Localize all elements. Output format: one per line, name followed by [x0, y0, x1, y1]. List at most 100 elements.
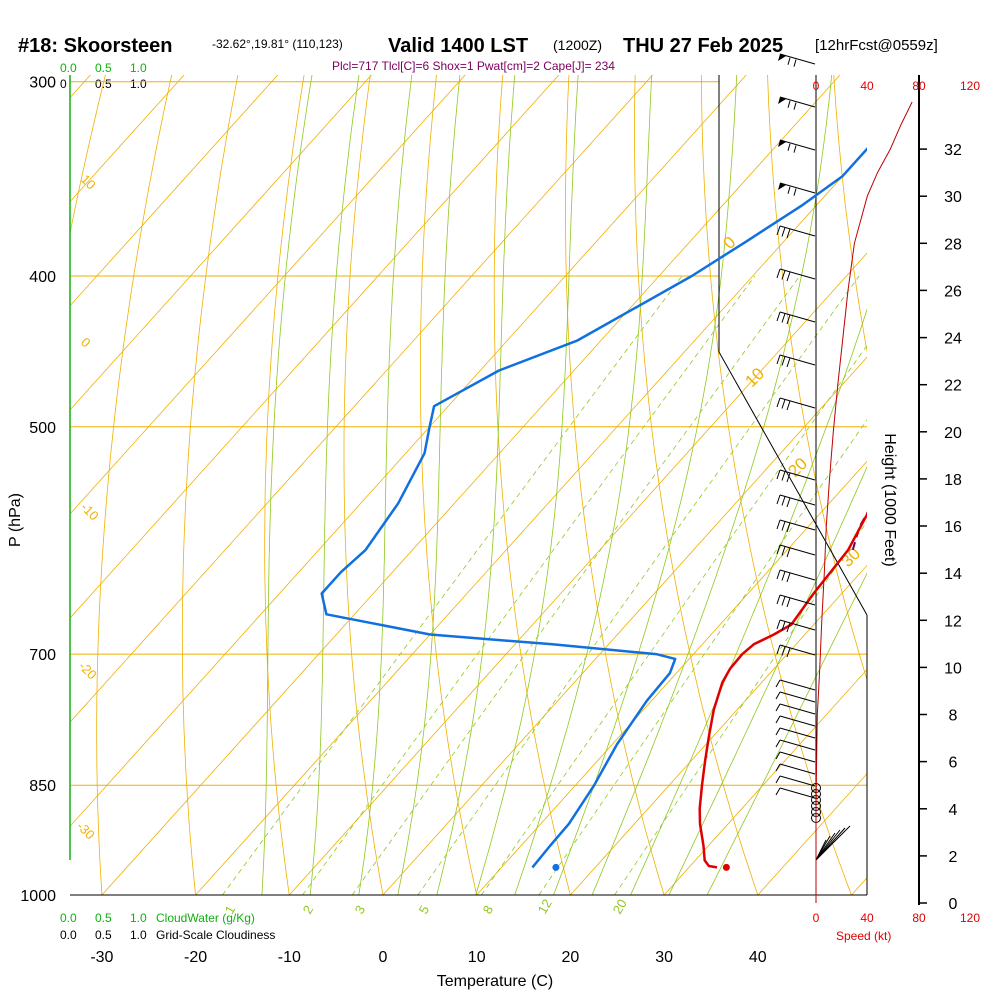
- moist-adiabat-line: [630, 308, 867, 895]
- isotherm-line: [70, 75, 91, 99]
- zulu-time: (1200Z): [553, 37, 602, 53]
- wind-speed-panel: 0 40 80 1200 40 80 120: [813, 79, 981, 925]
- temperature-tick: 0: [379, 949, 388, 966]
- pressure-tick: 400: [29, 269, 56, 286]
- speed-tick: 40: [860, 79, 874, 93]
- wind-barb: [776, 225, 816, 239]
- cloudwater-label: CloudWater (g/Kg): [156, 911, 255, 925]
- wind-barb: [775, 739, 816, 751]
- mixing-ratio-line: [302, 275, 756, 895]
- moist-adiabat-line: [436, 75, 516, 895]
- station-title: #18: Skoorsteen: [18, 35, 173, 57]
- cloudwater-tick: 1.0: [130, 61, 147, 75]
- pressure-tick: 500: [29, 420, 56, 437]
- wind-barb: [776, 569, 816, 583]
- pressure-tick: 300: [29, 75, 56, 92]
- isotherm-line: [663, 668, 867, 895]
- y-axis-label: P (hPa): [7, 493, 24, 547]
- dry-adiabat-line: [181, 75, 239, 895]
- isotherm-line: [101, 75, 841, 895]
- mixing-ratio-line: [222, 275, 683, 895]
- cloudwater-axis-bottom: 0.0 0.5 1.0 CloudWater (g/Kg) 0.0 0.5 1.…: [60, 911, 275, 942]
- dry-adiabat-line: [493, 75, 571, 895]
- plot-frame: [69, 75, 920, 905]
- isobar-lines: [70, 81, 867, 896]
- height-tick: 28: [944, 236, 962, 253]
- isotherm-line: [70, 75, 747, 827]
- isotherm-line: [70, 75, 654, 723]
- temperature-tick: 40: [749, 949, 767, 966]
- height-tick: 6: [949, 755, 958, 772]
- wind-barb: [776, 494, 816, 508]
- mixing-ratio-label: 12: [535, 896, 555, 916]
- height-tick: 12: [944, 613, 962, 630]
- wind-barb: [775, 763, 816, 775]
- sounding-profiles: [320, 147, 867, 871]
- speed-tick: 0: [813, 911, 820, 925]
- wind-barb: [776, 619, 816, 633]
- isotherm-label: -20: [76, 659, 100, 683]
- isotherm-line: [70, 75, 185, 203]
- height-tick: 20: [944, 425, 962, 442]
- cloudwater-tick: 0.5: [95, 911, 112, 925]
- dry-adiabat-line: [96, 75, 173, 895]
- dry-adiabat-label: 0: [719, 233, 739, 253]
- isotherm-line: [289, 252, 867, 895]
- x-axis-label: Temperature (C): [437, 973, 553, 990]
- dry-adiabat-line: [343, 75, 384, 895]
- isotherm-line: [0, 0, 101, 895]
- cloudiness-tick: 0: [60, 77, 67, 91]
- thermo-field: [0, 0, 867, 895]
- speed-tick: 80: [912, 911, 926, 925]
- mixing-ratio-label: 8: [480, 903, 497, 917]
- isotherm-line: [70, 75, 560, 619]
- wind-barb: [776, 268, 816, 282]
- height-axis-label: Height (1000 Feet): [881, 433, 898, 566]
- height-tick: 2: [949, 849, 958, 866]
- height-tick: 32: [944, 142, 962, 159]
- isotherm-line: [70, 75, 466, 515]
- wind-barb: [776, 644, 816, 658]
- dry-adiabat-line: [634, 75, 759, 895]
- dry-adiabat-label: 10: [741, 364, 768, 391]
- mixing-ratio-label: 2: [300, 903, 317, 917]
- wind-barb: [775, 787, 816, 799]
- height-tick: 4: [949, 802, 958, 819]
- isotherm-label: -30: [74, 819, 98, 843]
- height-tick: 16: [944, 519, 962, 536]
- wind-barb: [778, 139, 816, 153]
- dry-adiabat-line: [70, 75, 106, 236]
- parcel-profile-line: [851, 511, 867, 551]
- moist-adiabat-line: [591, 75, 833, 895]
- wind-barb: [775, 727, 816, 739]
- surface-temperature-point: [722, 863, 730, 871]
- wind-barb: [776, 397, 816, 411]
- cloudiness-tick: 1.0: [130, 77, 147, 91]
- cloudwater-tick: 0.5: [95, 61, 112, 75]
- mixing-ratio-line: [351, 275, 801, 895]
- pressure-tick: 1000: [20, 888, 56, 905]
- wind-barb: [778, 53, 816, 67]
- cloudwater-axis-top: 0.0 0.5 1.0 0 0.5 1.0: [60, 61, 147, 91]
- wind-barb: [775, 679, 816, 691]
- temperature-tick: -20: [184, 949, 207, 966]
- height-tick: 14: [944, 566, 962, 583]
- mixing-ratio-line: [614, 520, 867, 895]
- dry-adiabat-line: [264, 75, 305, 895]
- temperature-tick: 30: [655, 949, 673, 966]
- height-tick: 26: [944, 283, 962, 300]
- dewpoint-profile-line: [320, 147, 867, 869]
- isotherm-label: 0: [78, 335, 94, 351]
- wind-barb: [776, 519, 816, 533]
- speed-tick: 40: [860, 911, 874, 925]
- mixing-ratio-label: 3: [352, 903, 369, 917]
- moist-adiabat-line: [397, 75, 461, 895]
- cloudiness-label: Grid-Scale Cloudiness: [156, 928, 275, 942]
- wind-barb: [775, 703, 816, 715]
- surface-wind-barbs: [815, 825, 851, 861]
- speed-tick: 120: [960, 79, 980, 93]
- cloudiness-tick: 0.5: [95, 928, 112, 942]
- height-tick: 18: [944, 472, 962, 489]
- wind-barb: [775, 715, 816, 727]
